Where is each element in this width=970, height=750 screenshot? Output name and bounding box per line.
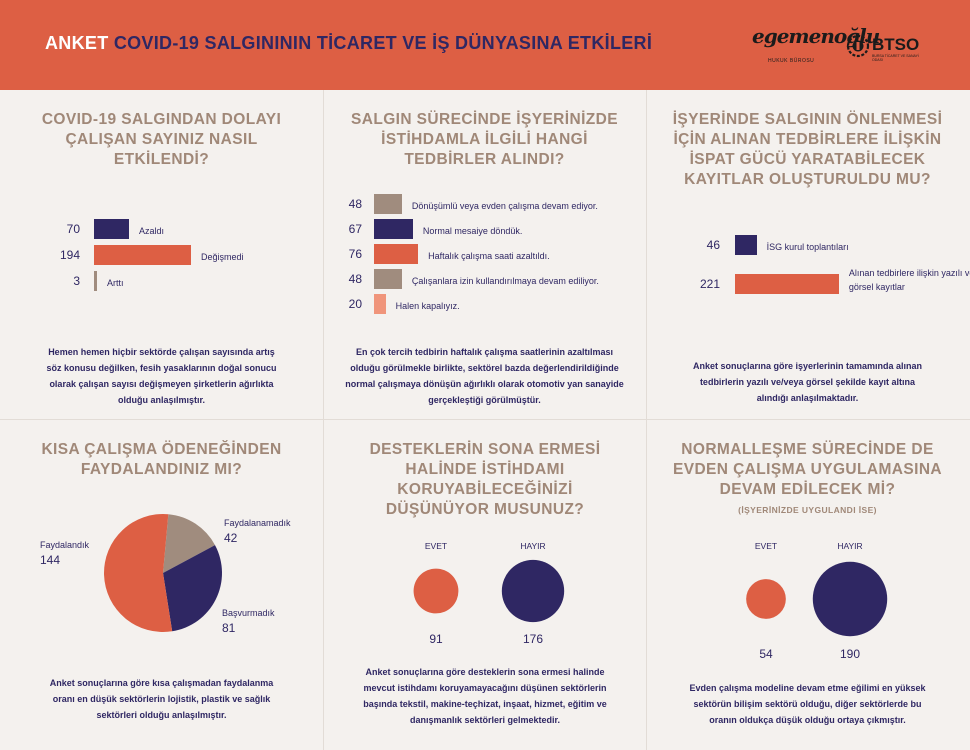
bar-category-label: Haftalık çalışma saati azaltıldı. <box>428 251 550 261</box>
header-banner: ANKET COVID-19 SALGINININ TİCARET VE İŞ … <box>0 0 970 90</box>
logo2-sub: BURSA TİCARET VE SANAYİ ODASI <box>872 54 919 62</box>
bar-category-label: Dönüşümlü veya evden çalışma devam ediyo… <box>411 201 598 211</box>
grid-divider <box>0 419 970 420</box>
bar <box>735 274 839 294</box>
grid-divider <box>646 90 647 750</box>
pie-slice <box>103 514 173 632</box>
panel6-title: NORMALLEŞME SÜRECİNDE DE EVDEN ÇALIŞMA U… <box>672 441 943 498</box>
bar <box>374 244 419 264</box>
bubble <box>746 579 786 619</box>
bar-category-label: Halen kapalıyız. <box>395 301 460 311</box>
bar-category-label: İSG kurul toplantıları <box>766 242 849 252</box>
panel6-description: Evden çalışma modeline devam etme eğilim… <box>689 683 926 725</box>
bubble-value-label: 91 <box>429 632 443 646</box>
bar-value-label: 46 <box>706 238 720 252</box>
bubble-category-label: EVET <box>754 541 778 551</box>
panel3-title: İŞYERİNDE SALGININ ÖNLENMESİ İÇİN ALINAN… <box>672 111 943 188</box>
panel4-description: Anket sonuçlarına göre kısa çalışmadan f… <box>49 678 274 720</box>
title-main: COVID-19 SALGINININ TİCARET VE İŞ DÜNYAS… <box>113 33 653 53</box>
bar <box>735 235 757 255</box>
bar-value-label: 67 <box>348 222 362 236</box>
bar-category-label: Arttı <box>107 278 124 288</box>
bubble-value-label: 190 <box>839 647 861 661</box>
bar <box>374 269 402 289</box>
bar <box>374 294 386 314</box>
bubble-category-label: HAYIR <box>520 541 546 551</box>
bubble <box>812 561 888 637</box>
logo2-text: BTSO <box>872 35 920 54</box>
bar-category-label: Alınan tedbirlere ilişkin yazılı ve görs… <box>848 268 970 292</box>
bar-category-label: Normal mesaiye döndük. <box>422 226 523 236</box>
logo1-sub: HUKUK BÜROSU <box>768 58 815 64</box>
bar <box>374 219 413 239</box>
bar <box>94 245 191 265</box>
panel6-subtitle: (İŞYERİNİZDE UYGULANDI İSE) <box>738 505 877 515</box>
bar-value-label: 194 <box>59 248 80 262</box>
bubble-category-label: EVET <box>424 541 448 551</box>
bar-value-label: 3 <box>73 274 80 288</box>
pie-value-label: 144 <box>40 553 60 567</box>
panel2-description: En çok tercih tedbirin haftalık çalışma … <box>345 347 624 405</box>
bubble-value-label: 176 <box>522 632 544 646</box>
bar-value-label: 76 <box>348 247 362 261</box>
bar <box>94 271 97 291</box>
bubble-value-label: 54 <box>759 647 773 661</box>
panel5-title: DESTEKLERİN SONA ERMESİ HALİNDE İSTİHDAM… <box>369 441 601 518</box>
bar-value-label: 221 <box>699 277 720 291</box>
bubble-svg <box>746 561 888 637</box>
pie-category-label: Faydalanamadık <box>224 518 291 528</box>
bubble-svg <box>413 559 565 623</box>
bubble-category-label: HAYIR <box>837 541 863 551</box>
panel2-title: SALGIN SÜRECİNDE İŞYERİNİZDE İSTİHDAMLA … <box>351 111 618 168</box>
title-prefix: ANKET <box>45 33 109 53</box>
bar-category-label: Azaldı <box>139 226 165 236</box>
bar-category-label: Değişmedi <box>201 252 244 262</box>
bar-category-label: Çalışanlara izin kullandırılmaya devam e… <box>411 276 599 286</box>
bubble <box>501 559 565 623</box>
egemenoglu-logo: egemenoğlu HUKUK BÜROSU <box>752 24 880 72</box>
grid-divider <box>323 90 324 750</box>
panel4-title: KISA ÇALIŞMA ÖDENEĞİNDEN FAYDALANDINIZ M… <box>41 441 282 478</box>
pie-value-label: 81 <box>222 621 236 635</box>
pie-slice <box>163 514 216 573</box>
page-title: ANKET COVID-19 SALGINININ TİCARET VE İŞ … <box>45 33 652 54</box>
pie-category-label: Başvurmadık <box>222 608 275 618</box>
bar-value-label: 48 <box>348 197 362 211</box>
btso-logo: BTSO BURSA TİCARET VE SANAYİ ODASI <box>846 34 926 62</box>
panel1-title: COVID-19 SALGINDAN DOLAYI ÇALIŞAN SAYINI… <box>41 111 282 168</box>
bubble <box>413 568 459 614</box>
pie-slice <box>163 545 223 632</box>
panel4-pie-chart: Faydalandık 144 Faydalanamadık 42 Başvurmadı… <box>40 514 291 635</box>
pie-value-label: 42 <box>224 531 238 545</box>
panel5-description: Anket sonuçlarına göre desteklerin sona … <box>363 667 607 725</box>
bar-value-label: 20 <box>348 297 362 311</box>
panel1-description: Hemen hemen hiçbir sektörde çalışan sayı… <box>46 347 277 405</box>
bar <box>94 219 129 239</box>
bar-value-label: 70 <box>66 222 80 236</box>
bar <box>374 194 402 214</box>
btso-emblem-icon <box>846 34 870 58</box>
pie-category-label: Faydalandık <box>40 540 90 550</box>
panel3-description: Anket sonuçlarına göre işyerlerinin tama… <box>692 361 923 403</box>
bar-value-label: 48 <box>348 272 362 286</box>
